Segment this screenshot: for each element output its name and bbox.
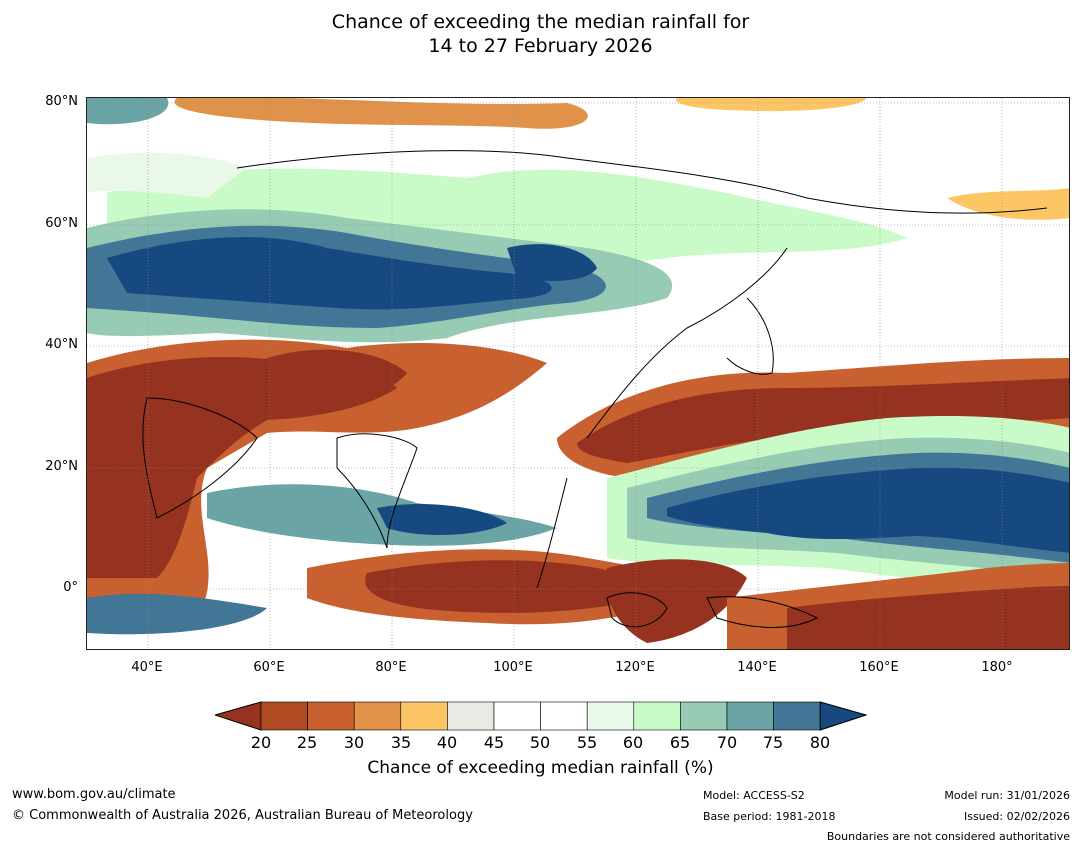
colorbar-tick-35: 35 bbox=[390, 733, 412, 752]
lon-label-140e: 140°E bbox=[737, 660, 777, 675]
region-persia-brown bbox=[265, 349, 407, 400]
lat-label-40n: 40°N bbox=[45, 337, 78, 352]
coastline-japan bbox=[726, 297, 774, 375]
colorbar-tick-70: 70 bbox=[716, 733, 738, 752]
region-south-west-teal bbox=[87, 593, 267, 635]
region-arctic-yellow bbox=[676, 98, 867, 112]
lon-label-100e: 100°E bbox=[493, 660, 533, 675]
region-maritime-brown bbox=[606, 559, 747, 643]
region-north-palegreen bbox=[87, 152, 247, 198]
colorbar-high-arrow bbox=[819, 701, 867, 731]
footer-website: www.bom.gov.au/climate bbox=[12, 787, 176, 802]
colorbar-swatch-30-35 bbox=[353, 701, 402, 731]
title-line-1: Chance of exceeding the median rainfall … bbox=[331, 11, 750, 33]
lat-label-80n: 80°N bbox=[45, 94, 78, 109]
rainfall-map bbox=[86, 97, 1070, 650]
colorbar-swatch-45-50 bbox=[493, 701, 541, 731]
colorbar-tick-65: 65 bbox=[669, 733, 691, 752]
footer-model-run: Model run: 31/01/2026 bbox=[944, 789, 1070, 802]
colorbar-tick-80: 80 bbox=[809, 733, 831, 752]
footer-copyright: © Commonwealth of Australia 2026, Austra… bbox=[12, 808, 473, 823]
region-eurasia-darkblue bbox=[107, 237, 552, 310]
colorbar-low-arrow bbox=[215, 701, 262, 731]
region-nw-teal bbox=[87, 98, 169, 125]
region-sw-pacific-brown bbox=[787, 586, 1069, 649]
colorbar-tick-20: 20 bbox=[250, 733, 272, 752]
region-eurasia-blue-east bbox=[507, 244, 597, 281]
region-pacific-darkblue bbox=[667, 467, 1069, 553]
footer-model: Model: ACCESS-S2 bbox=[703, 789, 805, 802]
colorbar-swatch-55-60 bbox=[586, 701, 635, 731]
coastline-newguinea bbox=[706, 596, 819, 628]
map-title: Chance of exceeding the median rainfall … bbox=[0, 10, 1081, 58]
coastline-arabia bbox=[142, 397, 258, 519]
colorbar-swatch-20-25 bbox=[260, 701, 308, 731]
colorbar-tick-25: 25 bbox=[296, 733, 318, 752]
colorbar-tick-50: 50 bbox=[529, 733, 551, 752]
lon-label-120e: 120°E bbox=[615, 660, 655, 675]
lat-label-0: 0° bbox=[63, 580, 78, 595]
footer-issued: Issued: 02/02/2026 bbox=[963, 810, 1070, 823]
rainfall-map-svg bbox=[87, 98, 1069, 649]
colorbar-swatch-70-75 bbox=[726, 701, 774, 731]
lon-label-80e: 80°E bbox=[375, 660, 407, 675]
coastline-north bbox=[236, 150, 1048, 214]
lon-label-160e: 160°E bbox=[859, 660, 899, 675]
region-arctic-orange bbox=[174, 98, 588, 129]
lon-label-40e: 40°E bbox=[131, 660, 163, 675]
colorbar-swatch-75-80 bbox=[773, 701, 821, 731]
coastline-india bbox=[336, 433, 418, 549]
map-gridlines bbox=[87, 98, 1069, 649]
coastline-east-asia bbox=[536, 247, 788, 589]
footer-disclaimer: Boundaries are not considered authoritat… bbox=[826, 830, 1070, 843]
colorbar-tick-55: 55 bbox=[576, 733, 598, 752]
lat-label-60n: 60°N bbox=[45, 216, 78, 231]
colorbar-swatch-40-45 bbox=[447, 701, 495, 731]
colorbar-title: Chance of exceeding median rainfall (%) bbox=[367, 758, 714, 778]
lon-label-60e: 60°E bbox=[253, 660, 285, 675]
colorbar-swatch-60-65 bbox=[633, 701, 681, 731]
lon-label-180: 180° bbox=[981, 660, 1013, 675]
lat-label-20n: 20°N bbox=[45, 459, 78, 474]
colorbar bbox=[215, 701, 867, 731]
title-line-2: 14 to 27 February 2026 bbox=[428, 35, 653, 57]
region-equatorial-brown bbox=[365, 560, 650, 613]
colorbar-tick-40: 40 bbox=[436, 733, 458, 752]
colorbar-swatch-65-70 bbox=[680, 701, 728, 731]
colorbar-tick-60: 60 bbox=[622, 733, 644, 752]
region-pacific-brown bbox=[577, 378, 1069, 463]
colorbar-swatch-50-55 bbox=[540, 701, 588, 731]
colorbar-swatch-35-40 bbox=[400, 701, 448, 731]
region-ne-yellow bbox=[947, 188, 1069, 220]
colorbar-tick-30: 30 bbox=[343, 733, 365, 752]
coastline-borneo bbox=[606, 592, 668, 628]
region-middleeast-brown bbox=[87, 357, 397, 578]
colorbar-tick-75: 75 bbox=[762, 733, 784, 752]
colorbar-tick-45: 45 bbox=[483, 733, 505, 752]
colorbar-swatch-25-30 bbox=[307, 701, 355, 731]
footer-base-period: Base period: 1981-2018 bbox=[703, 810, 836, 823]
region-indianocean-darkblue bbox=[377, 503, 507, 535]
